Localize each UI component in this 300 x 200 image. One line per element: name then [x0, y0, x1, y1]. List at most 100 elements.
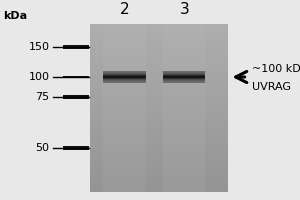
- Bar: [103, 182, 146, 184]
- Bar: [164, 123, 206, 124]
- Bar: [103, 132, 146, 133]
- Bar: [164, 167, 206, 168]
- Bar: [164, 175, 206, 176]
- Bar: [164, 62, 206, 63]
- Bar: [90, 32, 228, 33]
- Bar: [90, 55, 228, 56]
- Bar: [90, 145, 228, 146]
- Bar: [164, 124, 206, 126]
- Bar: [90, 129, 228, 131]
- Bar: [90, 94, 228, 95]
- Bar: [103, 87, 146, 89]
- Bar: [103, 72, 146, 73]
- Bar: [103, 50, 146, 51]
- Bar: [103, 71, 146, 72]
- Bar: [103, 128, 146, 129]
- Bar: [90, 161, 228, 163]
- Bar: [90, 141, 228, 142]
- Bar: [164, 158, 206, 159]
- Bar: [164, 143, 206, 144]
- Bar: [90, 134, 228, 135]
- Bar: [164, 45, 206, 46]
- Bar: [90, 117, 228, 118]
- Bar: [164, 80, 206, 81]
- Bar: [90, 113, 228, 115]
- Bar: [103, 139, 146, 140]
- Bar: [164, 65, 206, 66]
- Bar: [103, 180, 146, 181]
- Bar: [90, 106, 228, 107]
- Bar: [90, 155, 228, 156]
- Bar: [103, 31, 146, 32]
- Bar: [90, 36, 228, 37]
- Bar: [164, 32, 206, 33]
- Bar: [164, 42, 206, 43]
- Bar: [103, 76, 146, 77]
- Bar: [103, 102, 146, 103]
- Bar: [90, 41, 228, 42]
- Bar: [90, 49, 228, 50]
- Bar: [90, 154, 228, 155]
- Bar: [164, 134, 206, 136]
- Bar: [90, 40, 228, 42]
- Bar: [103, 80, 146, 81]
- Bar: [90, 130, 228, 132]
- Bar: [90, 53, 228, 54]
- Bar: [103, 111, 146, 112]
- Bar: [90, 61, 228, 63]
- Bar: [164, 71, 206, 72]
- Bar: [103, 71, 146, 72]
- Bar: [103, 176, 146, 178]
- Bar: [90, 181, 228, 182]
- Bar: [103, 126, 146, 127]
- Bar: [90, 66, 228, 67]
- Bar: [103, 25, 146, 27]
- Bar: [90, 52, 228, 53]
- Bar: [90, 34, 228, 35]
- Bar: [103, 75, 146, 76]
- Bar: [164, 104, 206, 105]
- Bar: [164, 185, 206, 186]
- Bar: [90, 64, 228, 65]
- Bar: [164, 113, 206, 115]
- Bar: [103, 45, 146, 47]
- Bar: [164, 177, 206, 179]
- Bar: [103, 127, 146, 128]
- Bar: [63, 45, 88, 49]
- Bar: [164, 122, 206, 123]
- Bar: [90, 107, 228, 108]
- Bar: [164, 33, 206, 34]
- Text: 50: 50: [35, 143, 50, 153]
- Bar: [103, 64, 146, 65]
- Bar: [103, 69, 146, 70]
- Bar: [164, 59, 206, 60]
- Bar: [90, 190, 228, 191]
- Bar: [103, 40, 146, 42]
- Bar: [164, 40, 206, 42]
- Bar: [103, 121, 146, 122]
- Bar: [90, 50, 228, 52]
- Bar: [164, 87, 206, 88]
- Bar: [90, 179, 228, 180]
- Bar: [164, 150, 206, 151]
- Bar: [103, 38, 146, 39]
- Bar: [103, 164, 146, 165]
- Bar: [103, 103, 146, 104]
- Bar: [164, 83, 206, 84]
- Bar: [103, 77, 146, 78]
- Bar: [103, 171, 146, 173]
- Bar: [103, 185, 146, 186]
- Bar: [164, 189, 206, 190]
- Bar: [164, 76, 206, 77]
- Bar: [103, 167, 146, 168]
- Bar: [90, 138, 228, 139]
- Bar: [164, 73, 206, 74]
- Bar: [103, 131, 146, 132]
- Bar: [103, 74, 146, 75]
- Bar: [90, 174, 228, 175]
- Bar: [103, 143, 146, 144]
- Bar: [164, 163, 206, 164]
- Bar: [103, 124, 146, 125]
- Bar: [90, 105, 228, 106]
- Bar: [90, 186, 228, 187]
